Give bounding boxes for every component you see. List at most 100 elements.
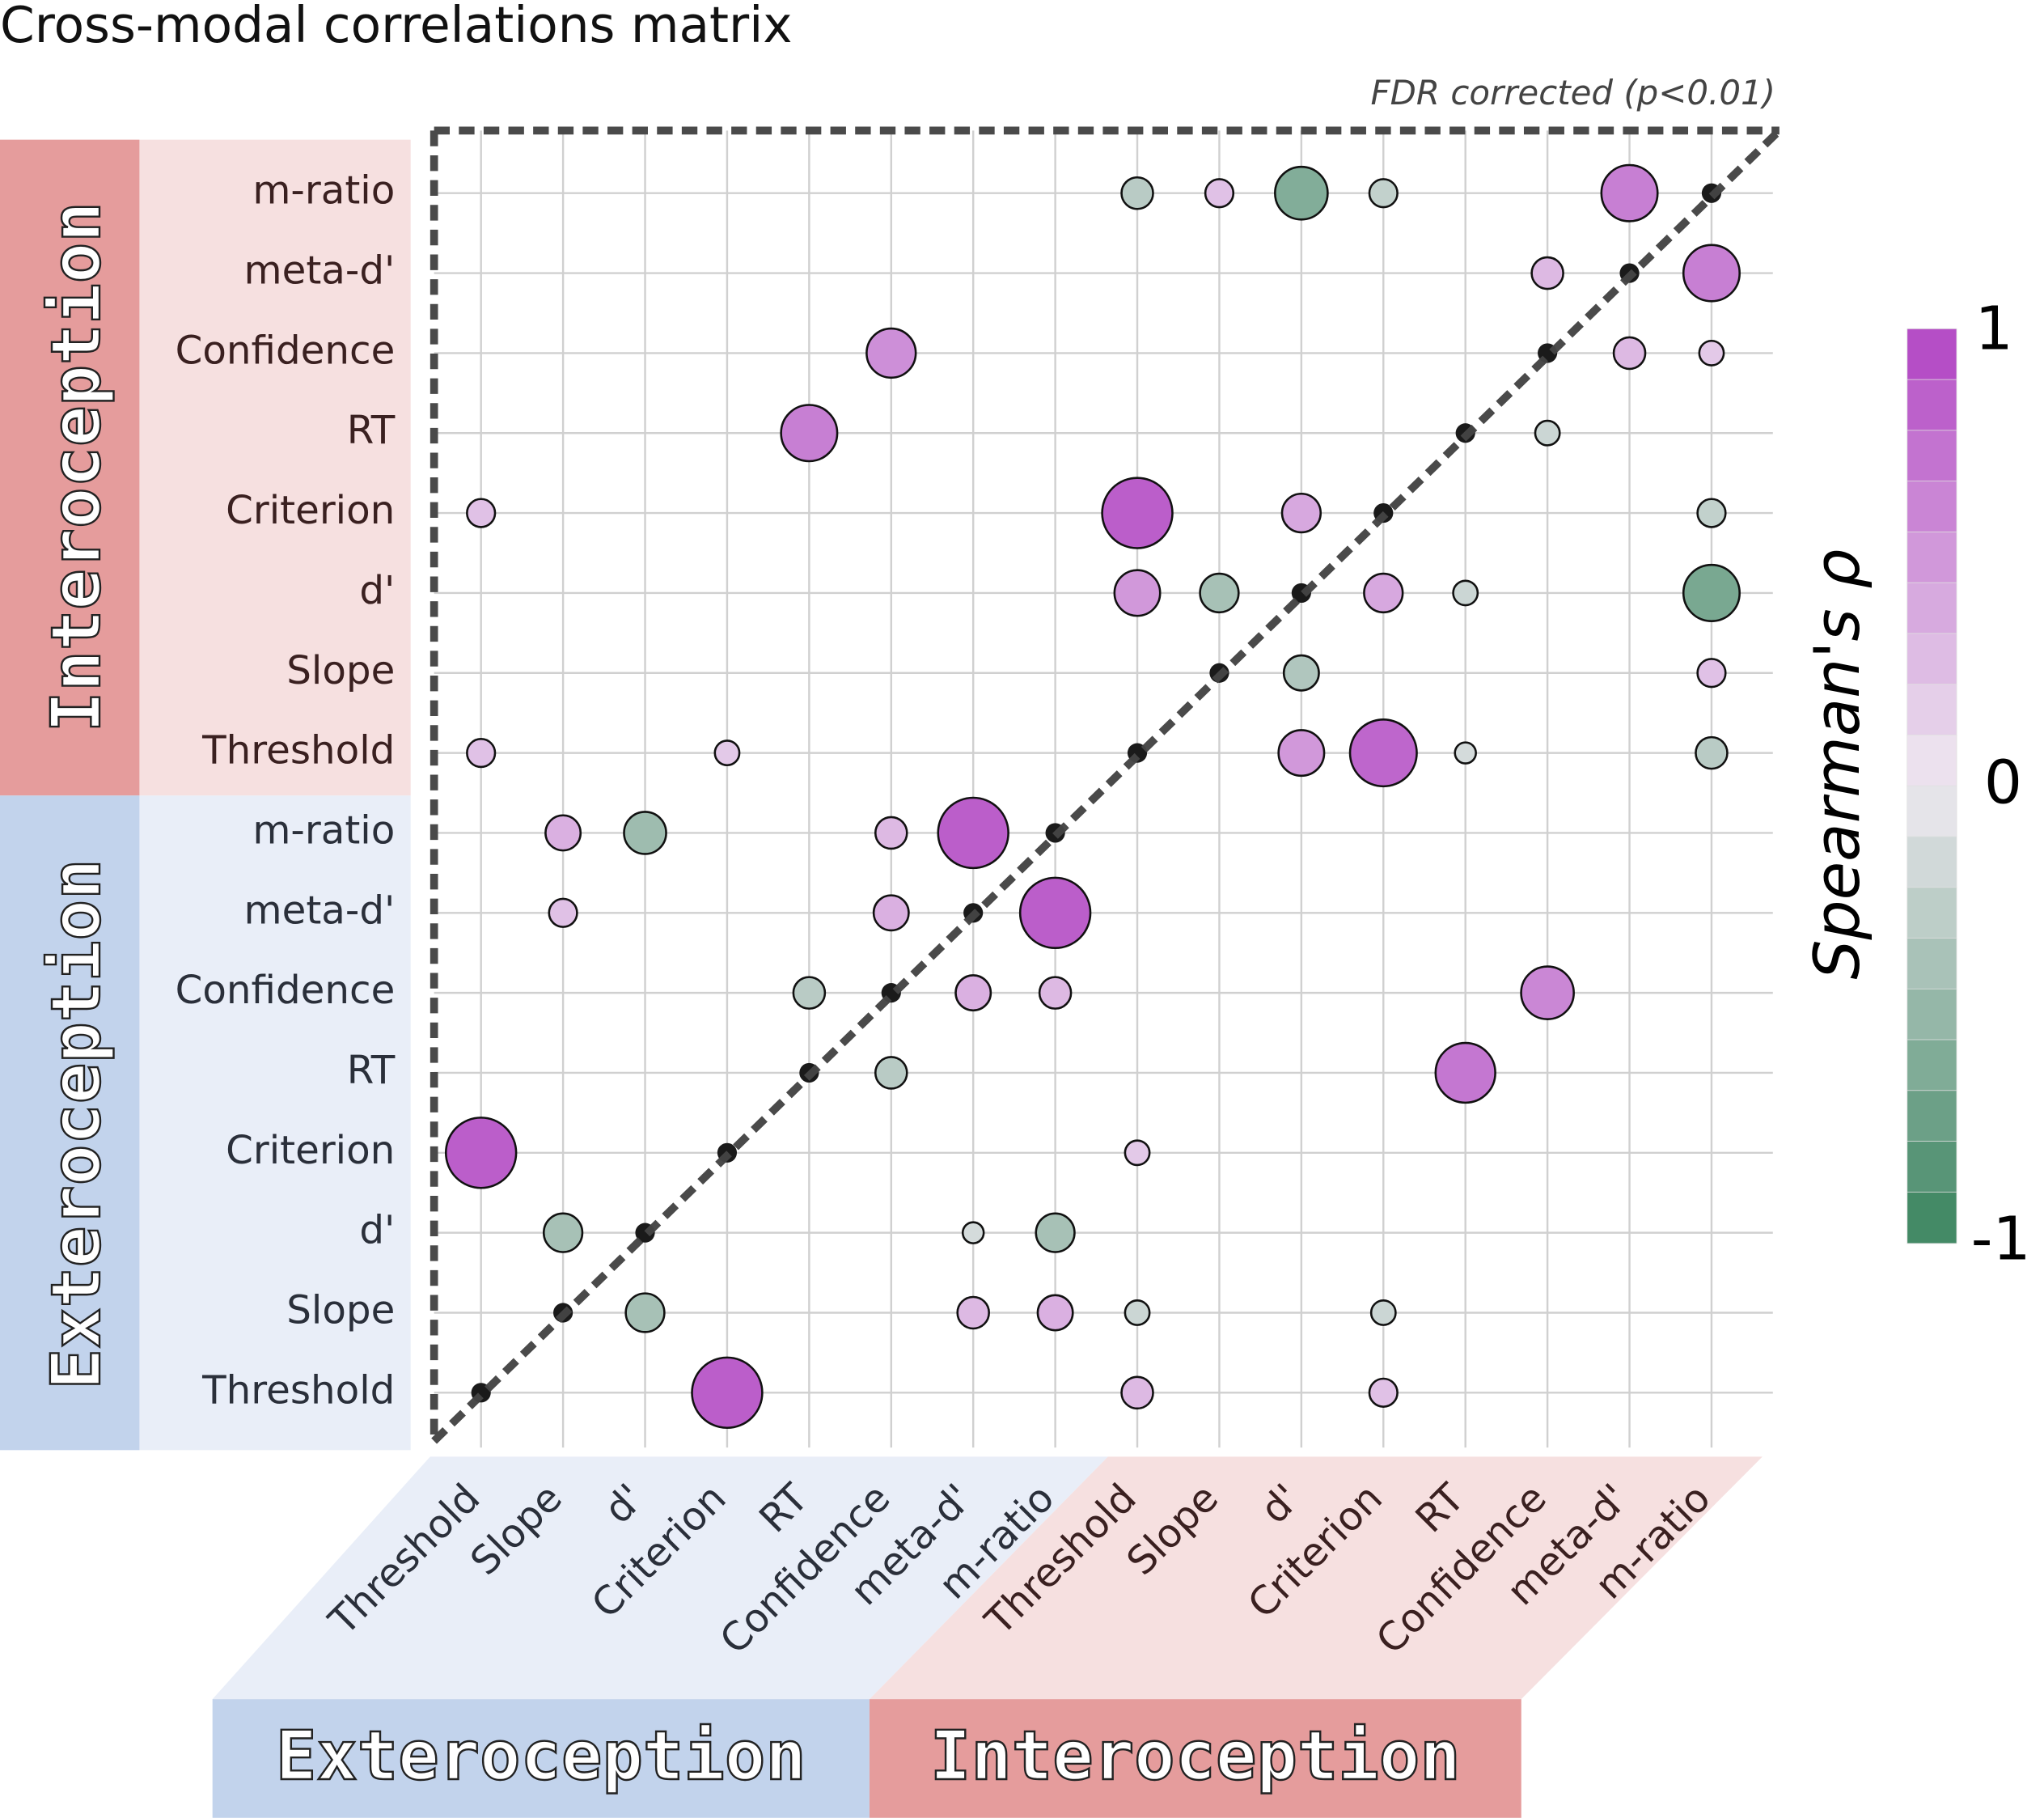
- row-label: Criterion: [226, 1128, 395, 1173]
- row-label: Threshold: [201, 728, 395, 773]
- correlation-bubble: [1600, 163, 1659, 222]
- colorbar-step: [1906, 481, 1957, 533]
- correlation-bubble: [466, 498, 497, 528]
- correlation-bubble: [1530, 256, 1564, 290]
- colorbar-tick-zero: 0: [1984, 748, 2022, 818]
- correlation-bubble: [780, 404, 839, 463]
- correlation-bubble: [1199, 572, 1240, 614]
- correlation-bubble: [865, 327, 917, 379]
- colorbar-step: [1906, 735, 1957, 787]
- colorbar-step: [1906, 633, 1957, 685]
- correlation-bubble: [1348, 718, 1418, 788]
- correlation-bubble: [1696, 658, 1727, 689]
- row-label: Confidence: [176, 328, 396, 373]
- correlation-bubble: [1612, 336, 1647, 371]
- diagonal-line-overlay: [431, 127, 1783, 1444]
- correlation-bubble: [1274, 165, 1329, 221]
- correlation-bubble: [961, 1221, 985, 1244]
- exteroception-row-band: [0, 795, 140, 1451]
- correlation-bubble: [1035, 1212, 1076, 1253]
- correlation-bubble: [1682, 563, 1741, 622]
- correlation-bubble: [1454, 741, 1477, 765]
- correlation-bubble: [544, 814, 582, 852]
- colorbar-step: [1906, 988, 1957, 1041]
- row-label: d': [359, 568, 395, 613]
- interoception-row-band: [0, 139, 140, 796]
- correlation-bubble: [1018, 876, 1092, 950]
- correlation-bubble: [1698, 339, 1725, 367]
- correlation-bubble: [1038, 976, 1073, 1010]
- correlation-bubble: [444, 1117, 518, 1189]
- colorbar-step: [1906, 379, 1957, 432]
- row-label: Confidence: [176, 968, 396, 1013]
- colorbar-step: [1906, 582, 1957, 635]
- correlation-bubble: [1520, 965, 1575, 1020]
- correlation-bubble: [1534, 419, 1561, 447]
- correlation-bubble: [1036, 1294, 1074, 1332]
- colorbar-label: Spearman's ρ: [1801, 549, 1874, 980]
- correlation-bubble: [1124, 1139, 1151, 1167]
- correlation-bubble: [1280, 492, 1322, 534]
- colorbar-step: [1906, 1039, 1957, 1091]
- correlation-bubble: [1368, 1377, 1399, 1408]
- colorbar-step: [1906, 328, 1957, 381]
- correlation-bubble: [466, 737, 497, 769]
- row-label: meta-d': [244, 888, 396, 933]
- row-label: RT: [347, 1048, 396, 1093]
- exteroception-row-label-band: [139, 795, 411, 1451]
- interoception-row-group-label: Interoception: [36, 201, 116, 732]
- correlation-bubble: [691, 1356, 764, 1430]
- interoception-column-label-band: [869, 1456, 1763, 1700]
- row-label: meta-d': [244, 248, 396, 294]
- colorbar-step: [1906, 1141, 1957, 1193]
- correlation-bubble: [624, 1292, 666, 1333]
- correlation-bubble: [937, 796, 1009, 870]
- interoception-column-band: [869, 1699, 1521, 1818]
- colorbar-step: [1906, 785, 1957, 838]
- correlation-bubble: [1204, 178, 1235, 209]
- exteroception-column-label-band: [212, 1456, 1108, 1700]
- colorbar-step: [1906, 531, 1957, 584]
- correlation-bubble: [1368, 178, 1399, 209]
- correlation-bubble: [1682, 244, 1741, 303]
- correlation-bubble: [1113, 569, 1162, 617]
- correlation-bubble: [713, 739, 741, 767]
- colorbar-tick-min: -1: [1971, 1205, 2031, 1274]
- chart-title: Cross-modal correlations matrix: [0, 0, 792, 54]
- correlation-bubble: [1282, 654, 1320, 692]
- interoception-row-label-band: [139, 139, 411, 796]
- row-label: m-ratio: [252, 807, 395, 853]
- correlation-bubble: [874, 816, 908, 850]
- correlation-bubble: [792, 976, 827, 1010]
- colorbar-step: [1906, 938, 1957, 990]
- exteroception-column-band: [212, 1699, 870, 1818]
- colorbar-step: [1906, 887, 1957, 939]
- colorbar-step: [1906, 836, 1957, 888]
- row-label: Slope: [286, 1287, 395, 1333]
- exteroception-column-group-label: Exteroception: [276, 1716, 806, 1795]
- fdr-annotation: FDR corrected (p<0.01): [1371, 73, 1775, 112]
- row-label: RT: [347, 408, 396, 453]
- correlation-bubble: [548, 897, 578, 928]
- correlation-bubble: [872, 894, 910, 932]
- row-label: Criterion: [226, 488, 395, 533]
- colorbar-step: [1906, 430, 1957, 482]
- correlation-bubble: [1452, 579, 1479, 607]
- row-label: Threshold: [201, 1367, 395, 1413]
- row-label: d': [359, 1208, 395, 1253]
- correlation-bubble: [1124, 1299, 1151, 1326]
- correlation-bubble: [1277, 729, 1326, 778]
- correlation-bubble: [956, 1295, 990, 1330]
- correlation-bubble: [1120, 176, 1154, 210]
- colorbar-tick-max: 1: [1975, 295, 2013, 364]
- correlation-bubble: [1369, 1299, 1397, 1326]
- correlation-bubble: [1120, 1375, 1154, 1410]
- correlation-bubble: [1101, 477, 1174, 549]
- row-label: Slope: [286, 648, 395, 693]
- correlation-bubble: [1696, 498, 1727, 528]
- correlation-bubble: [954, 974, 992, 1012]
- correlation-bubble: [542, 1212, 584, 1253]
- exteroception-row-group-label: Exteroception: [36, 858, 116, 1389]
- correlation-bubble: [1695, 735, 1729, 770]
